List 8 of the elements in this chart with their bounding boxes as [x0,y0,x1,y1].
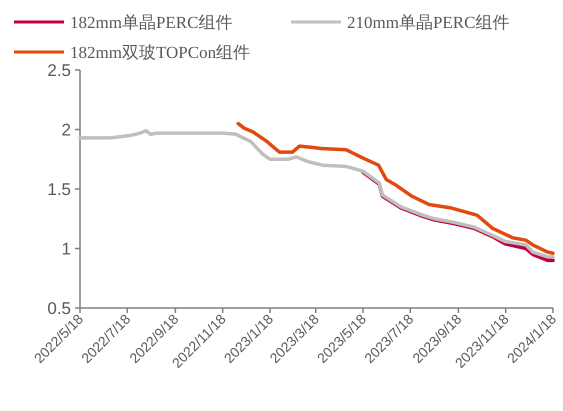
legend-label: 210mm单晶PERC组件 [347,13,510,32]
y-tick-label: 0.5 [47,299,71,318]
y-tick-label: 1.5 [47,180,71,199]
y-tick-label: 2.5 [47,61,71,80]
y-tick-label: 2 [62,120,71,140]
legend-label: 182mm双玻TOPCon组件 [70,43,250,62]
legend-label: 182mm单晶PERC组件 [70,13,232,32]
y-tick-label: 1 [62,240,71,258]
